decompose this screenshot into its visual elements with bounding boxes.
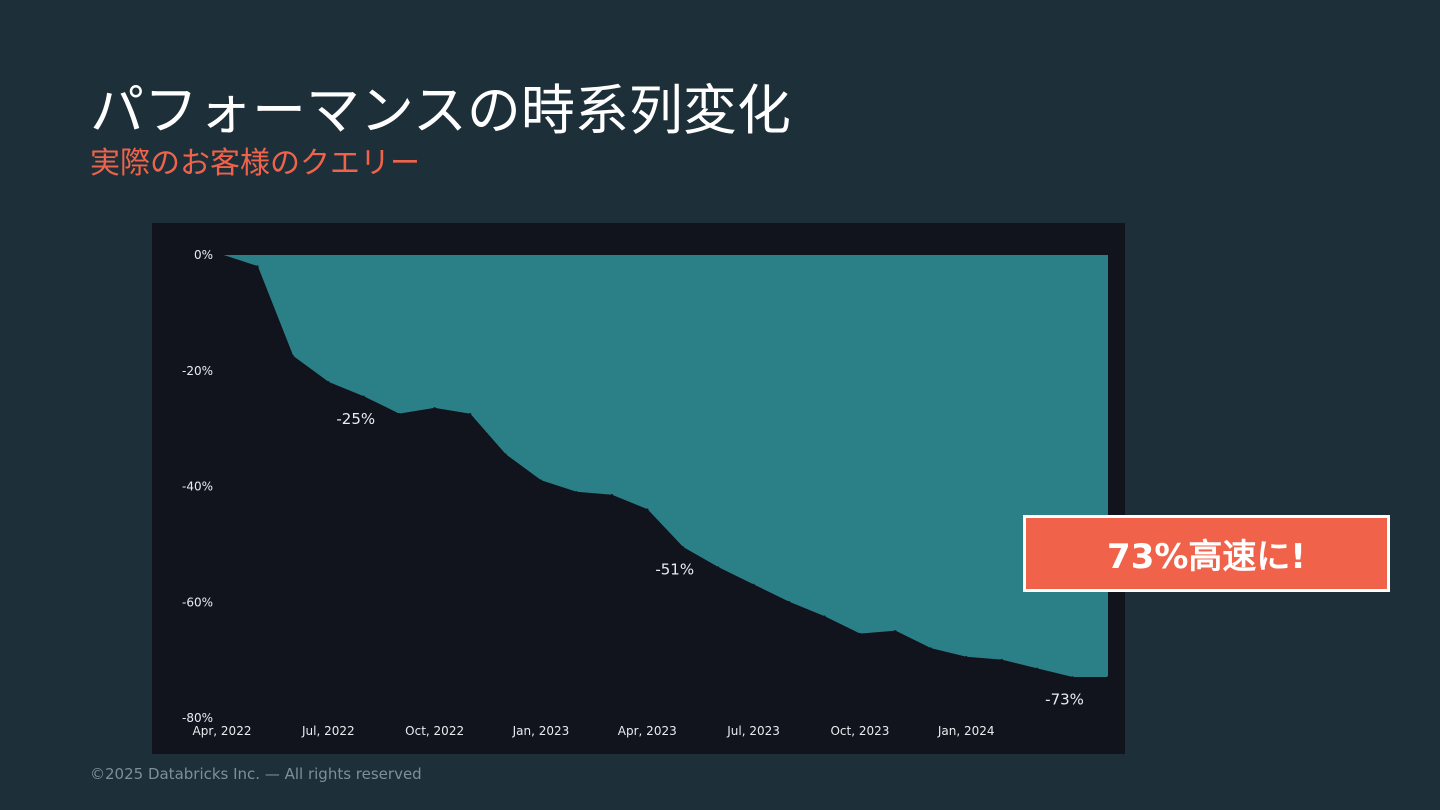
y-tick-label: 0%: [194, 248, 213, 262]
data-point-14: [716, 566, 720, 569]
x-tick-label: Oct, 2023: [830, 724, 889, 738]
x-tick-label: Jul, 2023: [726, 724, 780, 738]
data-point-23: [1035, 667, 1039, 671]
data-point-22: [1000, 658, 1003, 662]
data-point-3: [327, 381, 330, 384]
data-point-5: [398, 412, 401, 416]
data-point-20: [929, 647, 932, 650]
x-tick-label: Jan, 2023: [512, 724, 570, 738]
x-tick-label: Jan, 2024: [937, 724, 995, 738]
data-point-7: [468, 412, 472, 416]
performance-line: [221, 254, 1108, 678]
data-point-13: [681, 546, 684, 549]
y-tick-label: -20%: [182, 364, 213, 378]
data-label-annotation: -51%: [655, 560, 694, 578]
data-point-24: [1071, 676, 1074, 679]
data-point-8: [504, 453, 507, 456]
data-point-12: [646, 508, 649, 511]
data-point-4: [362, 395, 365, 398]
copyright-footer: ©2025 Databricks Inc. — All rights reser…: [90, 765, 422, 783]
slide-title: パフォーマンスの時系列変化: [90, 79, 791, 142]
data-label-annotation: -25%: [336, 410, 375, 428]
performance-area: [222, 255, 1108, 678]
y-tick-label: -40%: [182, 480, 213, 494]
y-tick-label: -80%: [182, 711, 213, 725]
performance-area-chart: 0% -20% -40% -60% -80%Apr, 2022 Jul, 2022 Oct,…: [182, 248, 1110, 738]
data-point-11: [610, 493, 614, 497]
data-point-25: [1106, 676, 1110, 679]
data-point-1: [256, 265, 259, 268]
x-tick-label: Apr, 2023: [618, 724, 677, 738]
data-point-6: [433, 407, 436, 410]
data-point-10: [575, 491, 578, 494]
data-point-18: [858, 632, 862, 636]
data-point-15: [752, 583, 755, 587]
data-point-2: [291, 355, 295, 358]
data-point-19: [894, 629, 897, 633]
data-point-9: [539, 479, 543, 482]
speedup-callout: 73%高速に!: [1023, 515, 1390, 592]
y-tick-label: -60%: [182, 595, 213, 609]
data-point-16: [787, 601, 791, 604]
data-label-annotation: -73%: [1045, 690, 1084, 708]
x-tick-label: Apr, 2022: [193, 724, 252, 738]
data-point-0: [220, 253, 224, 257]
x-tick-label: Jul, 2022: [301, 724, 355, 738]
x-tick-label: Oct, 2022: [405, 724, 464, 738]
data-point-21: [965, 656, 968, 659]
chart-panel: 0% -20% -40% -60% -80% Apr, 2022 Jul, 2022 Oct,…: [152, 223, 1125, 754]
slide-subtitle: 実際のお客様のクエリー: [90, 146, 420, 181]
data-point-17: [823, 615, 826, 618]
